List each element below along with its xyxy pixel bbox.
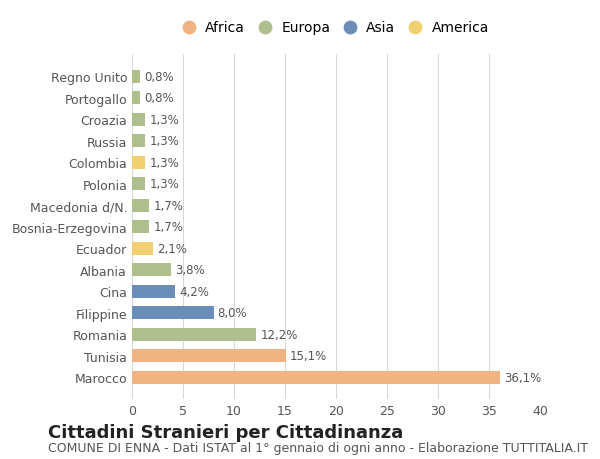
Text: 1,3%: 1,3% xyxy=(149,113,179,127)
Bar xyxy=(132,157,145,169)
Bar xyxy=(132,242,154,255)
Bar xyxy=(132,349,286,362)
Text: 3,8%: 3,8% xyxy=(175,263,205,277)
Text: 12,2%: 12,2% xyxy=(260,328,298,341)
Text: 15,1%: 15,1% xyxy=(290,349,328,362)
Text: 0,8%: 0,8% xyxy=(144,92,174,105)
Bar xyxy=(132,221,149,234)
Bar xyxy=(132,113,145,127)
Text: 1,7%: 1,7% xyxy=(154,221,183,234)
Text: 0,8%: 0,8% xyxy=(144,71,174,84)
Bar xyxy=(132,71,140,84)
Text: 2,1%: 2,1% xyxy=(157,242,187,255)
Bar xyxy=(132,135,145,148)
Text: Cittadini Stranieri per Cittadinanza: Cittadini Stranieri per Cittadinanza xyxy=(48,423,403,441)
Text: 36,1%: 36,1% xyxy=(504,371,542,384)
Text: 1,3%: 1,3% xyxy=(149,135,179,148)
Text: 4,2%: 4,2% xyxy=(179,285,209,298)
Text: 1,3%: 1,3% xyxy=(149,178,179,191)
Legend: Africa, Europa, Asia, America: Africa, Europa, Asia, America xyxy=(179,17,493,39)
Bar xyxy=(132,178,145,191)
Bar xyxy=(132,307,214,319)
Text: 1,3%: 1,3% xyxy=(149,157,179,169)
Text: COMUNE DI ENNA - Dati ISTAT al 1° gennaio di ogni anno - Elaborazione TUTTITALIA: COMUNE DI ENNA - Dati ISTAT al 1° gennai… xyxy=(48,442,588,454)
Text: 1,7%: 1,7% xyxy=(154,199,183,212)
Bar xyxy=(132,199,149,212)
Bar xyxy=(132,371,500,384)
Bar xyxy=(132,263,171,276)
Bar xyxy=(132,328,256,341)
Bar xyxy=(132,285,175,298)
Bar xyxy=(132,92,140,105)
Text: 8,0%: 8,0% xyxy=(218,307,247,319)
